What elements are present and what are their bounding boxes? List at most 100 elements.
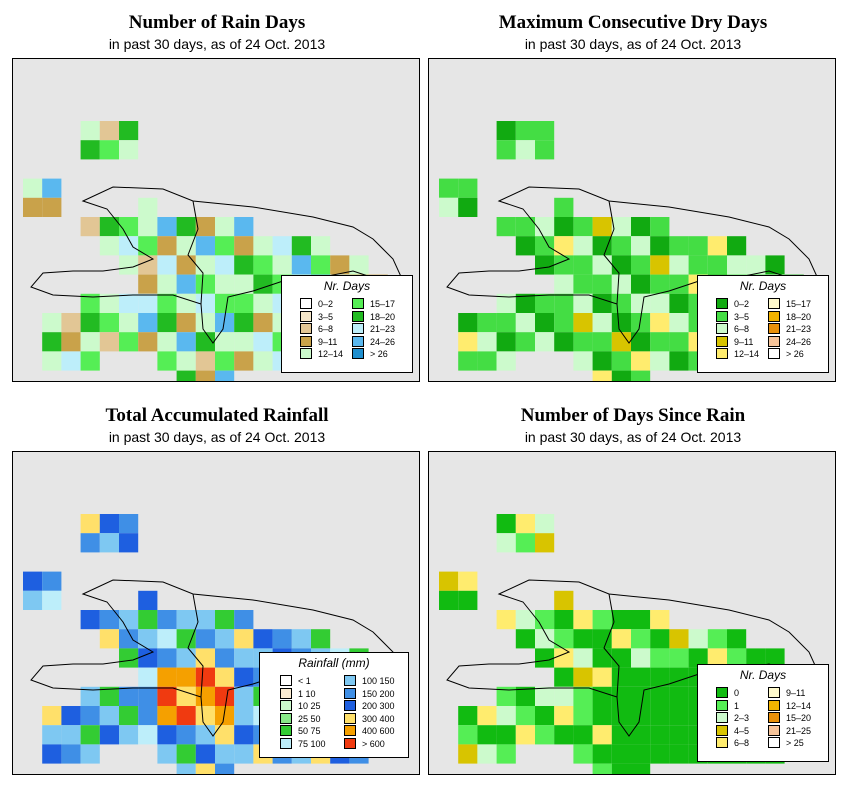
grid-cell	[535, 313, 555, 333]
grid-cell	[515, 725, 535, 745]
grid-cell	[99, 610, 119, 630]
grid-cell	[99, 629, 119, 649]
legend-label: 6–8	[734, 738, 750, 748]
grid-cell	[291, 236, 311, 256]
country-border	[187, 200, 204, 305]
grid-cell	[496, 514, 516, 534]
grid-cell	[535, 648, 555, 668]
grid-cell	[99, 313, 119, 333]
grid-cell	[195, 610, 215, 630]
legend: Rainfall (mm) < 1 1 10 10 25 25 50 50 75 75 1…	[259, 652, 409, 758]
grid-cell	[669, 667, 689, 687]
grid-cell	[138, 255, 158, 275]
grid-cell	[157, 274, 177, 294]
grid-cell	[650, 706, 670, 726]
grid-cell	[573, 667, 593, 687]
grid-cell	[535, 725, 555, 745]
grid-cell	[515, 332, 535, 352]
grid-cell	[458, 706, 478, 726]
grid-cell	[138, 217, 158, 237]
grid-cell	[573, 725, 593, 745]
grid-cell	[272, 236, 292, 256]
grid-cell	[554, 725, 574, 745]
grid-cell	[592, 236, 612, 256]
grid-cell	[592, 725, 612, 745]
panel-title: Number of Days Since Rain	[520, 405, 746, 426]
grid-cell	[176, 763, 196, 774]
grid-cell	[554, 648, 574, 668]
grid-cell	[176, 667, 196, 687]
grid-cell	[195, 274, 215, 294]
grid-cell	[234, 610, 254, 630]
legend-label: 25 50	[298, 713, 321, 724]
grid-cell	[215, 332, 235, 352]
grid-cell	[157, 667, 177, 687]
grid-cell	[669, 686, 689, 706]
country-border	[603, 593, 620, 698]
grid-cell	[631, 667, 651, 687]
grid-cell	[592, 706, 612, 726]
grid-cell	[215, 217, 235, 237]
grid-cell	[253, 274, 273, 294]
grid-cell	[157, 648, 177, 668]
grid-cell	[138, 236, 158, 256]
legend-label: 9–11	[786, 688, 806, 698]
grid-cell	[688, 255, 708, 275]
grid-cell	[573, 274, 593, 294]
grid-cell	[515, 629, 535, 649]
grid-cell	[650, 236, 670, 256]
map-max-dry-days: Nr. Days 0–2 3–5 6–8 9–11 12–14 15–17 18–20 21–…	[428, 58, 836, 382]
grid-cell	[515, 121, 535, 141]
grid-cell	[496, 533, 516, 553]
grid-cell	[234, 667, 254, 687]
legend-swatch	[344, 675, 356, 686]
grid-cell	[573, 648, 593, 668]
grid-cell	[458, 351, 478, 371]
legend-swatch	[280, 725, 292, 736]
legend-label: 15–17	[370, 299, 396, 309]
grid-cell	[611, 667, 631, 687]
grid-cell	[707, 236, 727, 256]
grid-cell	[253, 332, 273, 352]
grid-cell	[592, 370, 612, 381]
island-outline	[446, 186, 820, 344]
grid-cell	[80, 744, 100, 764]
grid-cell	[195, 370, 215, 381]
grid-cell	[176, 236, 196, 256]
grid-cell	[573, 236, 593, 256]
grid-cell	[195, 332, 215, 352]
legend-swatch	[768, 699, 780, 711]
legend-swatch	[344, 712, 356, 724]
grid-cell	[727, 236, 747, 256]
grid-cell	[119, 121, 139, 141]
grid-cell	[592, 351, 612, 371]
grid-cell	[554, 293, 574, 313]
grid-cell	[727, 255, 747, 275]
grid-cell	[119, 293, 139, 313]
grid-cell	[42, 571, 62, 591]
grid-cell	[573, 610, 593, 630]
grid-cell	[42, 178, 62, 198]
grid-cell	[458, 178, 478, 198]
grid-cell	[215, 610, 235, 630]
grid-cell	[631, 610, 651, 630]
panel-subtitle: in past 30 days, as of 24 Oct. 2013	[524, 36, 742, 52]
grid-cell	[157, 351, 177, 371]
grid-cell	[650, 686, 670, 706]
grid-cell	[80, 514, 100, 534]
grid-cell	[23, 197, 43, 217]
grid-cell	[99, 293, 119, 313]
legend-swatch	[716, 687, 728, 698]
grid-cell	[157, 725, 177, 745]
grid-cell	[611, 648, 631, 668]
grid-cell	[496, 140, 516, 160]
grid-cell	[234, 313, 254, 333]
grid-cell	[99, 706, 119, 726]
grid-cell	[215, 274, 235, 294]
legend-title: Nr. Days	[739, 279, 787, 293]
island-outline	[30, 186, 404, 344]
grid-cell	[631, 370, 651, 381]
grid-cell	[631, 274, 651, 294]
grid-cell	[176, 255, 196, 275]
grid-cell	[80, 121, 100, 141]
